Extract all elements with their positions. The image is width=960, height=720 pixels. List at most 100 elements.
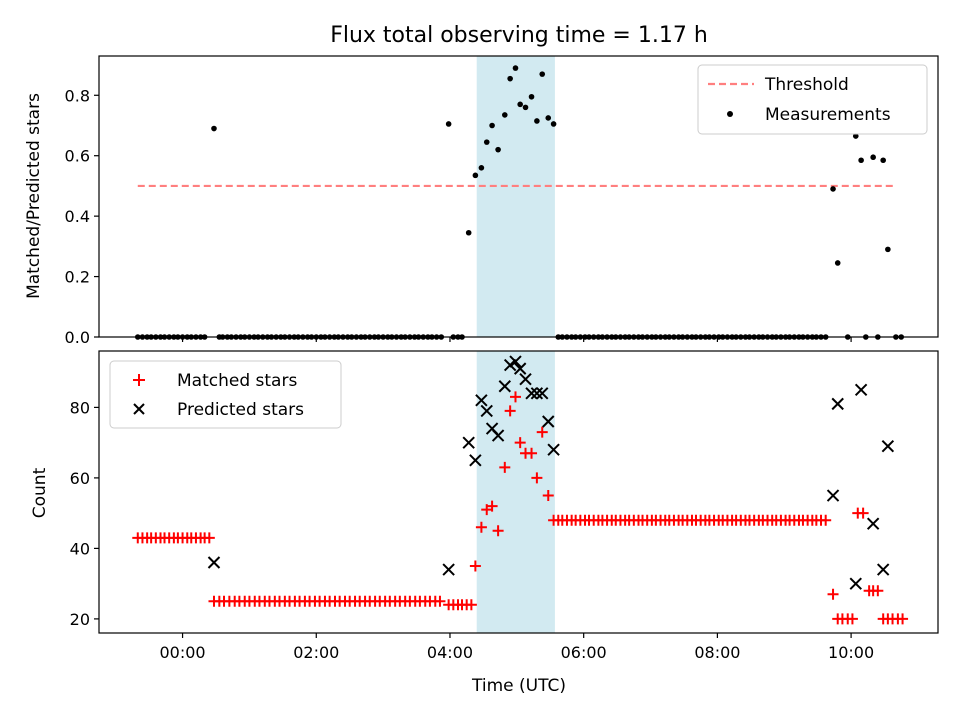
predicted-star-point <box>876 563 890 576</box>
top-legend: Threshold Measurements <box>697 64 928 135</box>
y-tick-label: 20 <box>70 610 90 629</box>
top-legend-box <box>697 64 928 135</box>
x-tick-label: 06:00 <box>561 643 607 662</box>
measurement-point <box>483 139 490 145</box>
x-tick-label: 00:00 <box>160 643 206 662</box>
legend-matched-marker <box>133 374 145 386</box>
legend-predicted-label: Predicted stars <box>177 400 304 420</box>
measurement-point <box>539 71 546 77</box>
measurement-point <box>534 118 540 124</box>
measurement-point <box>445 121 452 127</box>
measurement-point <box>852 133 859 139</box>
bottom-legend-box <box>109 360 342 429</box>
matched-star-point <box>897 613 909 625</box>
matched-star-point <box>542 490 554 502</box>
bottom-legend: Matched stars Predicted stars <box>109 360 342 429</box>
predicted-star-point <box>491 429 505 442</box>
legend-threshold-label: Threshold <box>764 75 849 95</box>
measurement-point <box>465 229 472 236</box>
y-tick-label: 80 <box>70 398 90 417</box>
predicted-star-point <box>525 387 538 400</box>
y-tick-label: 60 <box>70 469 90 488</box>
measurement-point <box>880 157 886 164</box>
matched-star-point <box>492 525 504 537</box>
predicted-star-point <box>536 387 549 400</box>
matched-star-point <box>475 521 487 533</box>
x-tick-label: 10:00 <box>828 643 874 662</box>
matched-star-point <box>820 514 832 526</box>
measurement-point <box>545 115 552 121</box>
measurement-point <box>885 246 891 253</box>
predicted-star-point <box>530 387 544 400</box>
legend-predicted-marker <box>133 403 145 415</box>
predicted-star-point <box>519 372 532 386</box>
top-x-ticks <box>181 337 852 342</box>
measurement-point <box>507 75 513 82</box>
predicted-star-point <box>462 436 475 449</box>
measurement-point <box>211 125 217 132</box>
bottom-x-ticks: 00:00 02:00 04:00 06:00 08:00 10:00 <box>160 633 874 662</box>
predicted-star-point <box>442 563 455 576</box>
y-tick-label: 40 <box>70 539 90 558</box>
predicted-star-point <box>831 397 844 411</box>
predicted-star-point <box>542 415 555 428</box>
measurement-point <box>830 186 836 192</box>
matched-star-point <box>504 405 516 417</box>
measurement-point <box>517 101 523 108</box>
x-tick-label: 04:00 <box>427 643 473 662</box>
measurement-point <box>472 172 479 179</box>
predicted-star-point <box>469 454 482 467</box>
measurement-point <box>489 122 495 129</box>
y-tick-label: 0.8 <box>65 86 90 105</box>
matched-star-point <box>827 588 839 600</box>
legend-measurements-marker <box>727 111 733 117</box>
matched-star-point <box>536 426 548 438</box>
matched-star-point <box>465 599 477 611</box>
measurement-point <box>501 112 508 118</box>
predicted-star-point <box>826 489 840 502</box>
top-y-axis-label: Matched/Predicted stars <box>24 93 44 299</box>
matched-star-point <box>509 391 521 403</box>
matched-star-point <box>872 585 884 597</box>
matched-star-point <box>531 472 543 484</box>
chart-title: Flux total observing time = 1.17 h <box>330 23 708 48</box>
predicted-star-point <box>854 383 868 396</box>
bottom-plot-marks <box>132 355 909 625</box>
matched-star-point <box>526 447 538 459</box>
legend-measurements-label: Measurements <box>765 105 891 125</box>
measurement-point <box>512 65 519 71</box>
y-tick-label: 0.0 <box>65 328 90 347</box>
predicted-star-point <box>881 439 895 453</box>
top-observing-span <box>476 56 555 337</box>
x-tick-label: 08:00 <box>694 643 740 662</box>
x-tick-label: 02:00 <box>293 643 339 662</box>
matched-star-point <box>486 500 498 512</box>
predicted-star-point <box>498 380 512 393</box>
measurement-point <box>522 104 529 111</box>
predicted-star-point <box>849 577 862 590</box>
y-tick-label: 0.2 <box>65 268 90 287</box>
matched-star-point <box>434 595 446 607</box>
legend-matched-label: Matched stars <box>177 371 297 391</box>
matched-star-point <box>846 613 858 625</box>
matched-star-point <box>857 507 869 519</box>
predicted-star-point <box>207 556 221 569</box>
measurement-point <box>478 164 485 171</box>
measurement-point <box>858 157 864 164</box>
predicted-star-point <box>480 404 493 418</box>
top-panel: 0.00.20.40.60.8 Matched/Predicted stars … <box>24 55 939 347</box>
measurement-point <box>870 154 876 161</box>
bottom-axes-frame <box>98 350 939 634</box>
y-tick-label: 0.4 <box>65 207 90 226</box>
measurement-point <box>528 93 535 100</box>
predicted-star-point <box>475 394 488 407</box>
top-axes-frame <box>98 55 939 338</box>
x-axis-label: Time (UTC) <box>471 676 566 696</box>
bottom-y-ticks: 20 40 60 80 <box>70 398 99 629</box>
matched-star-point <box>203 532 215 544</box>
matched-star-point <box>514 437 526 449</box>
predicted-star-point <box>509 355 522 368</box>
predicted-star-point <box>503 358 517 372</box>
